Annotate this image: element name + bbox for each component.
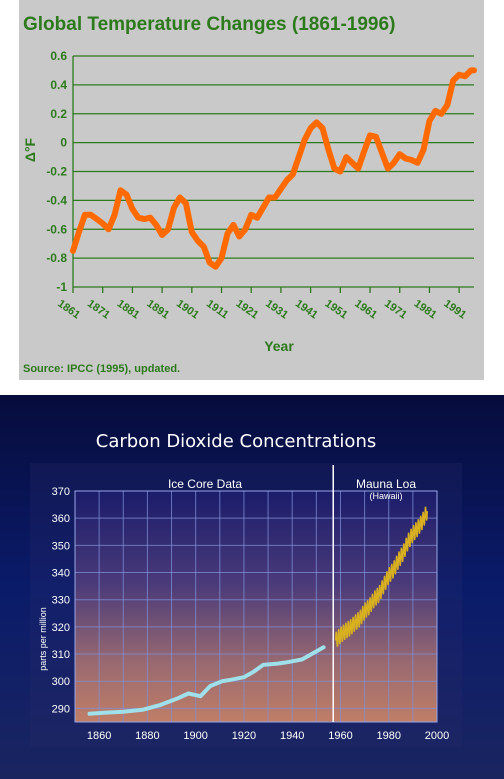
co2-x-tick-label: 1900: [183, 730, 207, 742]
co2-y-tick-label: 320: [52, 622, 70, 634]
temperature-y-tick-label: 0: [60, 136, 67, 150]
co2-y-tick-label: 340: [52, 568, 70, 580]
temperature-x-tick-label: 1941: [293, 298, 320, 322]
hawaii-label: (Hawaii): [369, 491, 402, 501]
temperature-series: [70, 67, 477, 270]
temperature-y-tick-label: -1: [56, 280, 67, 294]
co2-chart: Carbon Dioxide Concentrations 3703603503…: [30, 431, 462, 747]
temperature-y-tick-label: 0.2: [50, 107, 67, 121]
temperature-x-tick-label: 1961: [352, 298, 379, 322]
co2-x-tick-label: 1980: [376, 730, 400, 742]
temperature-source-note: Source: IPCC (1995), updated.: [23, 363, 180, 375]
ice-core-data-label: Ice Core Data: [168, 477, 242, 491]
temperature-y-tick-label: 0.6: [50, 49, 67, 63]
temperature-x-tick-label: 1861: [55, 298, 82, 322]
co2-x-tick-label: 1940: [280, 730, 304, 742]
co2-y-tick-label: 370: [52, 486, 70, 498]
co2-x-ticks: 1860 1880 1900 1920 1940 1960 1980 2000: [87, 730, 449, 742]
temperature-y-axis-label: Δ°F: [22, 137, 38, 162]
ice-core-series-line: [87, 645, 326, 716]
temperature-x-tick-label: 1921: [233, 298, 260, 322]
mauna-loa-label: Mauna Loa: [356, 477, 416, 491]
temperature-x-tick-label: 1971: [382, 298, 409, 322]
temperature-x-tick-label: 1911: [204, 298, 230, 322]
temperature-chart-panel: Global Temperature Changes (1861-1996) 0…: [19, 0, 484, 380]
co2-chart-panel: Carbon Dioxide Concentrations 370 360 350 3…: [0, 395, 504, 779]
temperature-x-tick-label: 1991: [441, 298, 468, 322]
temperature-chart-title: Global Temperature Changes (1861-1996): [23, 14, 395, 35]
temperature-x-tick-label: 1881: [115, 298, 142, 322]
temperature-y-tick-label: -0.2: [46, 165, 67, 179]
co2-x-tick-label: 2000: [425, 730, 449, 742]
temperature-grid: [72, 55, 474, 288]
temperature-x-ticks: 1861 1871 1881 1891 1901 1911 1921 1931 1941 1951…: [55, 287, 468, 321]
temperature-x-tick-label: 1871: [85, 298, 112, 322]
co2-y-tick-label: 350: [52, 540, 70, 552]
mauna-loa-series-line: [334, 506, 428, 647]
temperature-y-tick-label: 0.4: [50, 78, 67, 92]
co2-y-tick-label: 290: [52, 703, 70, 715]
co2-x-tick-label: 1860: [87, 730, 111, 742]
temperature-y-tick-label: -0.8: [46, 251, 67, 265]
co2-y-ticks: 370 360 350 340 330 320 310 300 290: [52, 486, 70, 715]
temperature-x-tick-label: 1981: [412, 298, 439, 322]
co2-x-tick-label: 1920: [232, 730, 256, 742]
co2-y-tick-label: 300: [52, 676, 70, 688]
co2-plot-area: [75, 491, 437, 722]
co2-grid: [74, 465, 438, 723]
temperature-y-ticks: 0.6 0.4 0.2 0 -0.2 -0.4 -0.6 -0.8 -1: [46, 49, 67, 294]
co2-chart-title: Carbon Dioxide Concentrations: [96, 431, 376, 452]
temperature-y-tick-label: -0.4: [46, 193, 67, 207]
co2-y-tick-label: 360: [52, 513, 70, 525]
temperature-x-axis-label: Year: [264, 338, 294, 354]
temperature-y-tick-label: -0.6: [46, 222, 67, 236]
temperature-x-tick-label: 1901: [174, 298, 201, 322]
co2-plot-border: [74, 490, 438, 723]
co2-series: [87, 506, 428, 716]
temperature-x-tick-label: 1951: [323, 298, 350, 322]
co2-y-tick-label: 330: [52, 595, 70, 607]
temperature-chart: Global Temperature Changes (1861-1996) 0…: [22, 14, 477, 375]
co2-y-axis-label: parts per million: [38, 607, 48, 671]
temperature-series-line: [70, 67, 477, 270]
co2-x-tick-label: 1880: [135, 730, 159, 742]
temperature-x-tick-label: 1931: [263, 298, 290, 322]
co2-y-tick-label: 310: [52, 649, 70, 661]
temperature-x-tick-label: 1891: [144, 298, 171, 322]
co2-x-tick-label: 1960: [328, 730, 352, 742]
